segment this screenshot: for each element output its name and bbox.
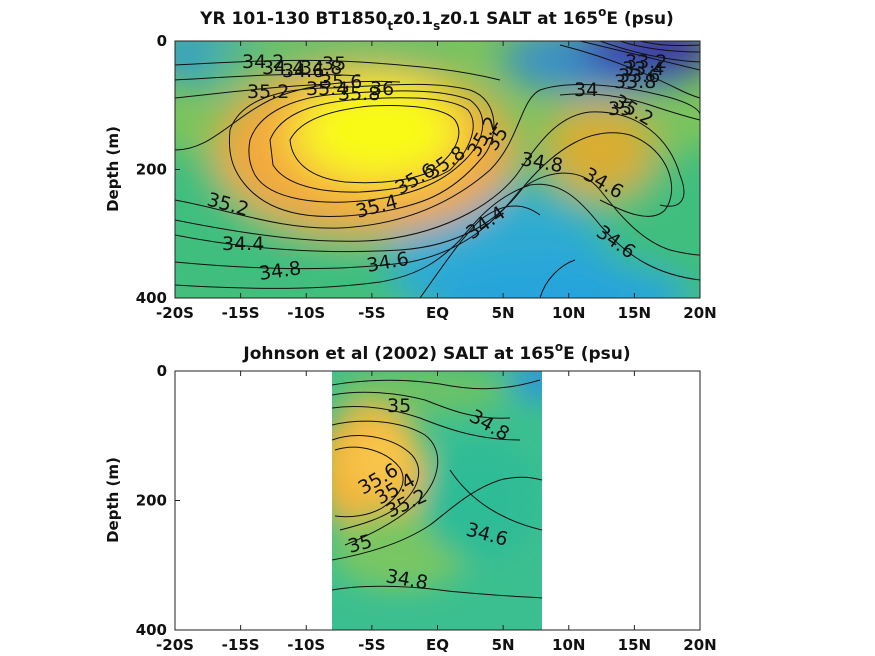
x-tick-label: 5N <box>492 304 515 322</box>
y-tick-label: 400 <box>136 289 167 307</box>
bottom-y-axis-label: Depth (m) <box>104 457 122 543</box>
bottom-x-ticks: -20S -15S -10S -5S EQ 5N 10N 15N 20N <box>156 371 717 654</box>
x-tick-label: 5N <box>492 636 515 654</box>
bottom-y-ticks: 0 200 400 <box>136 362 180 639</box>
x-tick-label: 10N <box>552 636 585 654</box>
contour-label: 35 <box>608 98 632 120</box>
top-title: YR 101-130 BT1850tz0.1sz0.1 SALT at 165o… <box>199 5 674 33</box>
bottom-panel: Johnson et al (2002) SALT at 165oE (psu) <box>104 340 717 654</box>
top-salinity-field <box>175 41 700 298</box>
contour-label: 34.2 <box>242 51 284 73</box>
x-tick-label: -20S <box>156 636 194 654</box>
x-tick-label: -10S <box>287 304 325 322</box>
bottom-title: Johnson et al (2002) SALT at 165oE (psu) <box>242 340 630 364</box>
top-y-ticks: 0 200 400 <box>136 32 180 307</box>
contour-label: 33.6 <box>618 65 660 87</box>
top-x-ticks: -20S -15S -10S -5S EQ 5N 10N 15N 20N <box>156 41 717 322</box>
contour-label: 34.4 <box>262 57 304 79</box>
x-tick-label: 15N <box>618 636 651 654</box>
contour-label: 34 <box>574 79 598 101</box>
top-y-axis-label: Depth (m) <box>104 126 122 212</box>
x-tick-label: -5S <box>358 304 385 322</box>
x-tick-label: -10S <box>287 636 325 654</box>
contour-label: 35 <box>387 395 411 417</box>
contour-label: 34.4 <box>222 233 264 255</box>
contour-label: 35.6 <box>320 71 362 93</box>
x-tick-label: -15S <box>222 304 260 322</box>
y-tick-label: 0 <box>157 362 167 380</box>
y-tick-label: 400 <box>136 621 167 639</box>
bottom-contour-lines <box>332 379 542 599</box>
y-tick-label: 0 <box>157 32 167 50</box>
y-tick-label: 200 <box>136 492 167 510</box>
contour-label: 33.4 <box>622 58 664 80</box>
x-tick-label: 20N <box>683 304 716 322</box>
x-tick-label: 20N <box>683 636 716 654</box>
contour-label: 35 <box>322 53 346 75</box>
contour-label: 34.8 <box>300 57 342 79</box>
x-tick-label: -15S <box>222 636 260 654</box>
x-tick-label: EQ <box>426 304 449 322</box>
x-tick-label: EQ <box>426 636 449 654</box>
contour-label: 36 <box>370 78 394 100</box>
y-tick-label: 200 <box>136 161 167 179</box>
contour-label: 35.8 <box>338 83 380 105</box>
x-tick-label: -5S <box>358 636 385 654</box>
contour-label: 35.2 <box>247 81 289 103</box>
contour-label: 33.2 <box>625 51 667 73</box>
x-tick-label: 15N <box>618 304 651 322</box>
x-tick-label: -20S <box>156 304 194 322</box>
top-contour-lines <box>175 41 700 298</box>
contour-label: 33.8 <box>614 71 656 93</box>
top-panel: YR 101-130 BT1850tz0.1sz0.1 SALT at 165o… <box>104 5 717 322</box>
x-tick-label: 10N <box>552 304 585 322</box>
contour-label: 35.4 <box>306 78 348 100</box>
bottom-salinity-field <box>332 371 542 630</box>
contour-label: 34.6 <box>282 60 324 82</box>
